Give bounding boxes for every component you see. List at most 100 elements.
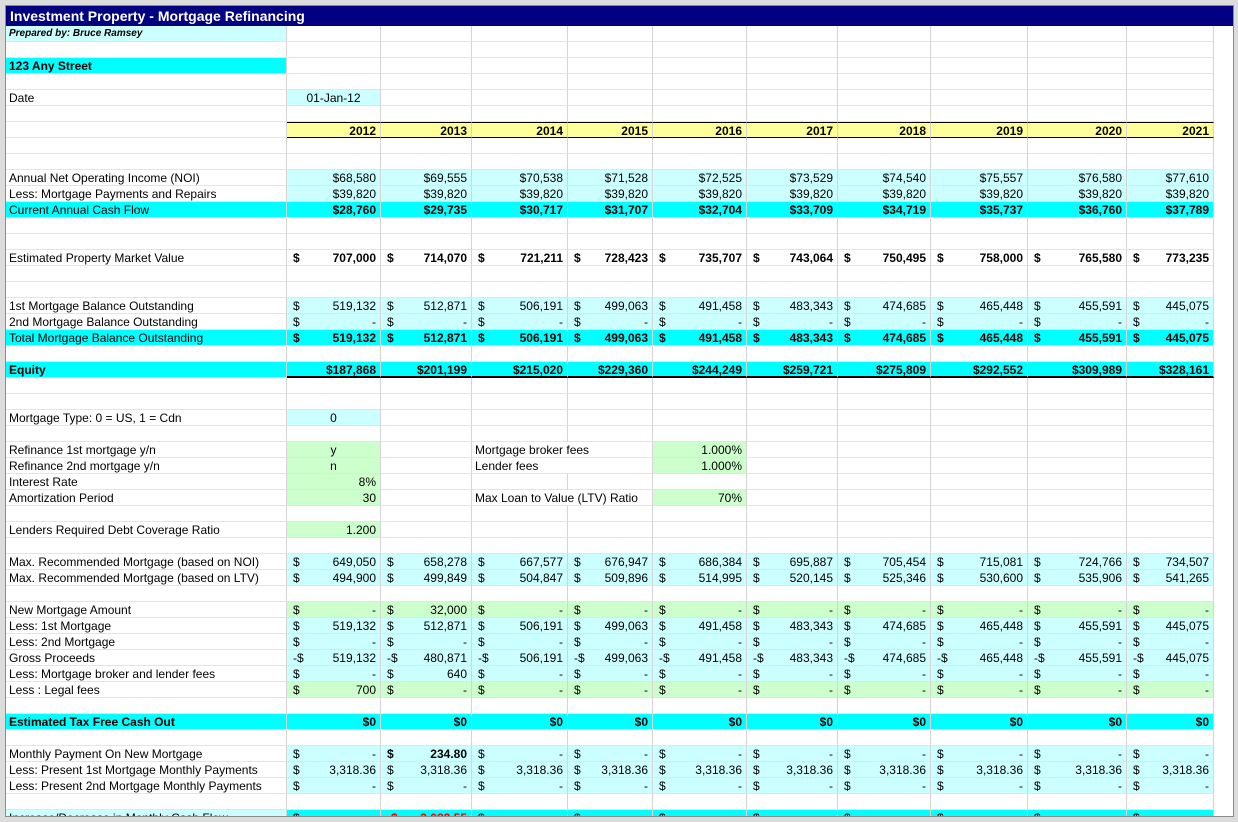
- row-label[interactable]: Refinance 2nd mortgage y/n: [6, 458, 287, 474]
- spreadsheet-cell[interactable]: $-: [931, 778, 1028, 794]
- spreadsheet-cell[interactable]: $-: [931, 634, 1028, 650]
- spreadsheet-cell[interactable]: [838, 90, 931, 106]
- spreadsheet-cell[interactable]: [381, 218, 472, 234]
- row-label[interactable]: [6, 138, 287, 154]
- spreadsheet-cell[interactable]: [653, 282, 747, 298]
- spreadsheet-cell[interactable]: $-: [931, 314, 1028, 330]
- spreadsheet-cell[interactable]: $29,735: [381, 202, 472, 218]
- spreadsheet-cell[interactable]: $3,318.36: [931, 762, 1028, 778]
- spreadsheet-cell[interactable]: [747, 282, 838, 298]
- row-label[interactable]: [6, 282, 287, 298]
- spreadsheet-cell[interactable]: [931, 474, 1028, 490]
- spreadsheet-cell[interactable]: $-: [472, 634, 568, 650]
- spreadsheet-cell[interactable]: -$ 3,083.55: [381, 810, 472, 816]
- spreadsheet-cell[interactable]: $259,721: [747, 362, 838, 378]
- spreadsheet-cell[interactable]: [568, 138, 653, 154]
- spreadsheet-cell[interactable]: [1028, 506, 1127, 522]
- spreadsheet-cell[interactable]: $-: [1028, 810, 1127, 816]
- row-label[interactable]: Gross Proceeds: [6, 650, 287, 666]
- spreadsheet-cell[interactable]: [1028, 394, 1127, 410]
- spreadsheet-cell[interactable]: [747, 538, 838, 554]
- spreadsheet-cell[interactable]: $70,538: [472, 170, 568, 186]
- spreadsheet-cell[interactable]: [472, 218, 568, 234]
- spreadsheet-cell[interactable]: $667,577: [472, 554, 568, 570]
- row-label[interactable]: Total Mortgage Balance Outstanding: [6, 330, 287, 346]
- spreadsheet-cell[interactable]: [287, 234, 381, 250]
- spreadsheet-cell[interactable]: [653, 506, 747, 522]
- spreadsheet-cell[interactable]: $-: [838, 666, 931, 682]
- spreadsheet-cell[interactable]: [472, 794, 568, 810]
- spreadsheet-cell[interactable]: [653, 42, 747, 58]
- spreadsheet-cell[interactable]: $3,318.36: [568, 762, 653, 778]
- spreadsheet-cell[interactable]: [381, 42, 472, 58]
- spreadsheet-cell[interactable]: $-: [747, 666, 838, 682]
- spreadsheet-cell[interactable]: $-: [653, 314, 747, 330]
- spreadsheet-cell[interactable]: $-: [381, 314, 472, 330]
- spreadsheet-cell[interactable]: [747, 442, 838, 458]
- spreadsheet-cell[interactable]: $-: [838, 634, 931, 650]
- spreadsheet-cell[interactable]: [1028, 58, 1127, 74]
- spreadsheet-cell[interactable]: [472, 730, 568, 746]
- spreadsheet-cell[interactable]: [568, 266, 653, 282]
- spreadsheet-cell[interactable]: $-: [747, 314, 838, 330]
- param-value[interactable]: 1.000%: [653, 458, 747, 474]
- spreadsheet-cell[interactable]: [653, 234, 747, 250]
- spreadsheet-cell[interactable]: $292,552: [931, 362, 1028, 378]
- spreadsheet-cell[interactable]: [653, 698, 747, 714]
- spreadsheet-cell[interactable]: [1028, 522, 1127, 538]
- row-label[interactable]: [6, 506, 287, 522]
- spreadsheet-cell[interactable]: [1028, 106, 1127, 122]
- spreadsheet-cell[interactable]: $714,070: [381, 250, 472, 266]
- spreadsheet-cell[interactable]: [287, 426, 381, 442]
- spreadsheet-cell[interactable]: $33,709: [747, 202, 838, 218]
- spreadsheet-cell[interactable]: [931, 42, 1028, 58]
- spreadsheet-cell[interactable]: [1127, 266, 1214, 282]
- spreadsheet-cell[interactable]: [838, 538, 931, 554]
- spreadsheet-cell[interactable]: $-: [568, 810, 653, 816]
- spreadsheet-cell[interactable]: [838, 138, 931, 154]
- spreadsheet-cell[interactable]: $491,458: [653, 618, 747, 634]
- row-label[interactable]: Less: 2nd Mortgage: [6, 634, 287, 650]
- spreadsheet-cell[interactable]: [838, 794, 931, 810]
- spreadsheet-cell[interactable]: $-: [568, 314, 653, 330]
- spreadsheet-cell[interactable]: [472, 410, 568, 426]
- spreadsheet-cell[interactable]: [653, 154, 747, 170]
- spreadsheet-cell[interactable]: [1127, 106, 1214, 122]
- spreadsheet-cell[interactable]: $-: [568, 746, 653, 762]
- spreadsheet-cell[interactable]: [568, 74, 653, 90]
- row-label[interactable]: Increase/Decrease in Monthly Cash Flow: [6, 810, 287, 816]
- spreadsheet-cell[interactable]: [838, 586, 931, 602]
- spreadsheet-cell[interactable]: $506,191: [472, 330, 568, 346]
- spreadsheet-cell[interactable]: [1127, 218, 1214, 234]
- spreadsheet-cell[interactable]: $3,318.36: [1127, 762, 1214, 778]
- spreadsheet-cell[interactable]: $-: [287, 810, 381, 816]
- spreadsheet-cell[interactable]: [1127, 490, 1214, 506]
- spreadsheet-cell[interactable]: $73,529: [747, 170, 838, 186]
- spreadsheet-cell[interactable]: [1127, 378, 1214, 394]
- spreadsheet-cell[interactable]: [287, 282, 381, 298]
- spreadsheet-cell[interactable]: [838, 106, 931, 122]
- spreadsheet-cell[interactable]: $-: [747, 602, 838, 618]
- row-label[interactable]: Estimated Property Market Value: [6, 250, 287, 266]
- spreadsheet-cell[interactable]: $-: [653, 634, 747, 650]
- spreadsheet-cell[interactable]: [747, 394, 838, 410]
- spreadsheet-cell[interactable]: [747, 506, 838, 522]
- row-label[interactable]: [6, 122, 287, 138]
- spreadsheet-cell[interactable]: [931, 154, 1028, 170]
- spreadsheet-cell[interactable]: $39,820: [568, 186, 653, 202]
- spreadsheet-cell[interactable]: [287, 730, 381, 746]
- spreadsheet-cell[interactable]: [381, 794, 472, 810]
- spreadsheet-cell[interactable]: [1127, 538, 1214, 554]
- spreadsheet-cell[interactable]: $74,540: [838, 170, 931, 186]
- spreadsheet-cell[interactable]: $-: [747, 778, 838, 794]
- spreadsheet-cell[interactable]: [653, 730, 747, 746]
- row-label[interactable]: [6, 394, 287, 410]
- spreadsheet-cell[interactable]: [747, 794, 838, 810]
- spreadsheet-cell[interactable]: $275,809: [838, 362, 931, 378]
- spreadsheet-cell[interactable]: [381, 490, 472, 506]
- spreadsheet-cell[interactable]: [1028, 794, 1127, 810]
- spreadsheet-cell[interactable]: [838, 74, 931, 90]
- row-label[interactable]: [6, 234, 287, 250]
- row-label[interactable]: Estimated Tax Free Cash Out: [6, 714, 287, 730]
- param-label[interactable]: Mortgage broker fees: [472, 442, 653, 458]
